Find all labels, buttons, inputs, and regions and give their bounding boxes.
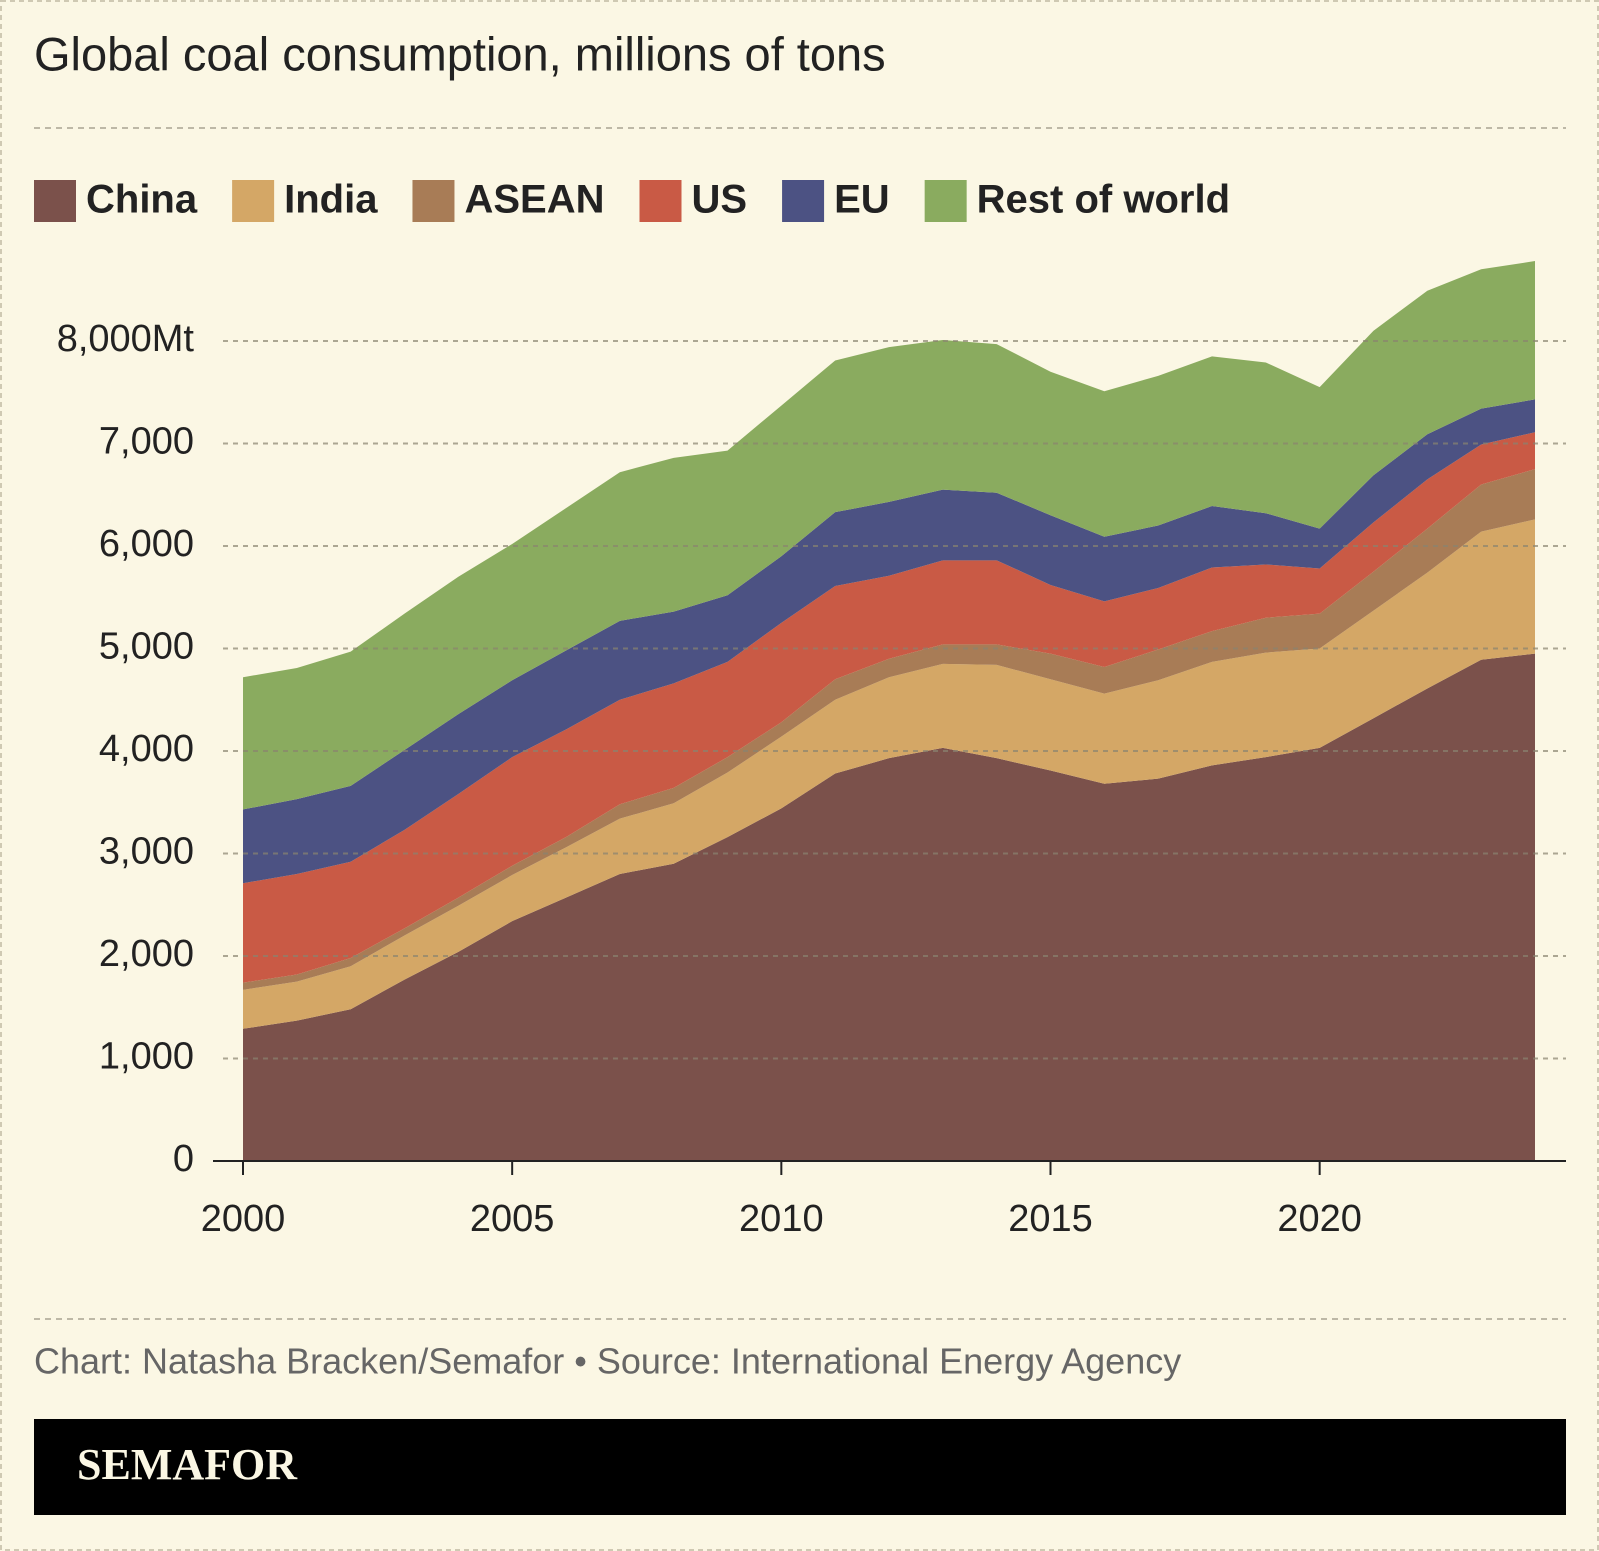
area xyxy=(243,519,1535,1029)
plot: 0 1,000 2,000 3,000 4,000 5,000 6,000 7,000 8,00… xyxy=(57,261,1566,1240)
y-tick-label: 3,000 xyxy=(99,831,194,873)
y-tick-label: 0 xyxy=(173,1138,194,1180)
legend-swatch xyxy=(924,180,967,222)
chart-title: Global coal consumption, millions of ton… xyxy=(34,27,886,80)
x-tick-label: 2005 xyxy=(470,1198,555,1240)
brand-logo: SEMAFOR xyxy=(77,1440,298,1489)
legend: China India ASEAN US EU Rest of world xyxy=(34,178,1230,222)
y-tick-label: 7,000 xyxy=(99,421,194,463)
legend-swatch xyxy=(34,180,76,222)
x-tick-label: 2020 xyxy=(1277,1198,1362,1240)
x-tick-label: 2000 xyxy=(201,1198,286,1240)
legend-swatch xyxy=(639,180,682,222)
area xyxy=(243,653,1535,1161)
y-tick-label: 5,000 xyxy=(99,626,194,668)
legend-label: ASEAN xyxy=(464,178,604,222)
area xyxy=(243,399,1535,884)
legend-label: Rest of world xyxy=(977,178,1230,222)
source-note: Chart: Natasha Bracken/Semafor • Source:… xyxy=(34,1341,1181,1382)
y-tick-label: 2,000 xyxy=(99,933,194,975)
area xyxy=(243,261,1535,810)
legend-label: US xyxy=(692,178,748,222)
legend-label: EU xyxy=(834,178,890,222)
legend-label: China xyxy=(86,178,198,222)
y-tick-label: 8,000Mt xyxy=(57,318,195,360)
y-tick-label: 4,000 xyxy=(99,728,194,770)
area xyxy=(243,432,1535,983)
brand-bar xyxy=(34,1419,1566,1515)
legend-swatch xyxy=(232,180,275,222)
y-tick-label: 1,000 xyxy=(99,1036,194,1078)
x-tick-label: 2015 xyxy=(1008,1198,1093,1240)
legend-swatch xyxy=(782,180,825,222)
legend-label: India xyxy=(284,178,378,222)
legend-swatch xyxy=(412,180,455,222)
y-tick-label: 6,000 xyxy=(99,523,194,565)
x-tick-label: 2010 xyxy=(739,1198,824,1240)
